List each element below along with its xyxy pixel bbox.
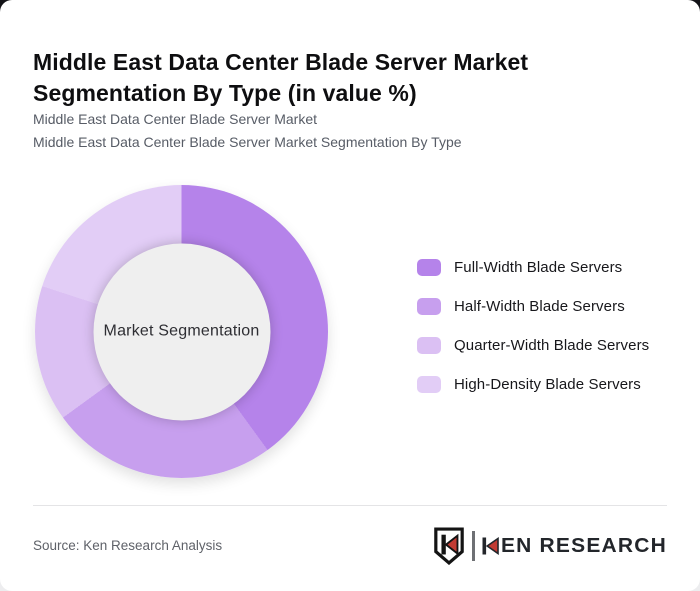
source-text: Source: Ken Research Analysis — [33, 538, 223, 553]
legend-item: Half-Width Blade Servers — [417, 298, 649, 315]
subtitle-line-2: Middle East Data Center Blade Server Mar… — [33, 134, 462, 150]
footer-divider — [33, 505, 667, 506]
logo-separator — [472, 531, 475, 561]
chart-subtitles: Middle East Data Center Blade Server Mar… — [33, 108, 653, 154]
brand-wordmark: EN RESEARCH — [482, 534, 667, 558]
donut-center: Market Segmentation — [93, 243, 270, 420]
legend-label: High-Density Blade Servers — [454, 376, 641, 393]
ken-research-badge-icon — [434, 527, 465, 565]
ken-research-logo: EN RESEARCH — [433, 526, 667, 566]
legend-swatch — [417, 259, 441, 276]
subtitle-line-1: Middle East Data Center Blade Server Mar… — [33, 111, 318, 127]
legend-item: High-Density Blade Servers — [417, 376, 649, 393]
legend-item: Quarter-Width Blade Servers — [417, 337, 649, 354]
legend-label: Half-Width Blade Servers — [454, 298, 625, 315]
legend-swatch — [417, 337, 441, 354]
legend-label: Quarter-Width Blade Servers — [454, 337, 650, 354]
donut-center-label: Market Segmentation — [103, 322, 260, 340]
page-title: Middle East Data Center Blade Server Mar… — [33, 49, 529, 107]
legend-swatch — [417, 376, 441, 393]
brand-wordmark-text: EN RESEARCH — [500, 534, 667, 557]
legend-label: Full-Width Blade Servers — [454, 259, 623, 276]
donut-chart: Market Segmentation — [35, 185, 328, 478]
legend-swatch — [417, 298, 441, 315]
wordmark-k-icon — [482, 537, 499, 555]
legend-item: Full-Width Blade Servers — [417, 259, 649, 276]
chart-legend: Full-Width Blade Servers Half-Width Blade… — [417, 259, 649, 393]
